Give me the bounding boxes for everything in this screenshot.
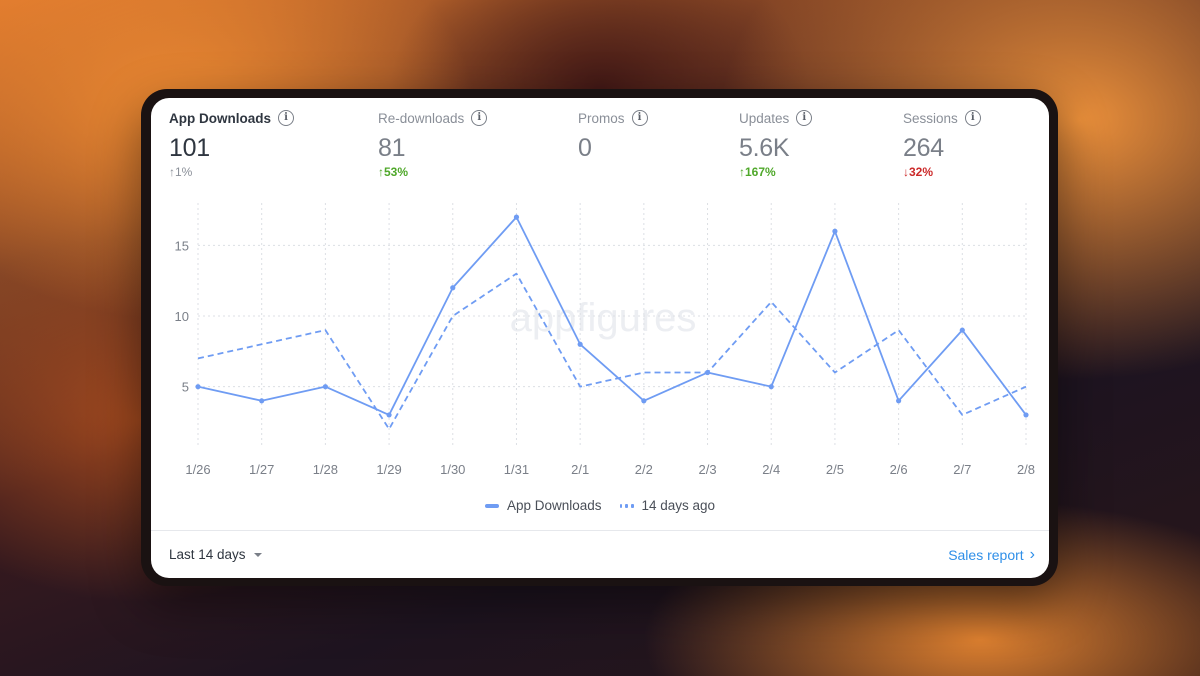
metric-change: ↑53% bbox=[378, 165, 409, 179]
chevron-right-icon: › bbox=[1029, 546, 1035, 563]
watermark-text: appfigures bbox=[510, 296, 697, 340]
metric-value: 0 bbox=[578, 134, 592, 162]
data-point bbox=[322, 384, 328, 390]
x-tick-label: 2/7 bbox=[953, 462, 971, 477]
metric-sessions[interactable]: Sessions i 264 ↓32% bbox=[903, 108, 981, 180]
date-range-label: Last 14 days bbox=[169, 547, 246, 562]
metric-app-downloads[interactable]: App Downloads i 101 ↑1% bbox=[169, 108, 294, 180]
x-tick-label: 2/2 bbox=[635, 462, 653, 477]
metric-promos[interactable]: Promos i 0 bbox=[578, 108, 648, 180]
metric-label: Re-downloads bbox=[378, 110, 465, 126]
data-point bbox=[832, 228, 838, 234]
sales-report-label: Sales report bbox=[948, 547, 1024, 563]
x-tick-label: 2/5 bbox=[826, 462, 844, 477]
chart-legend: App Downloads 14 days ago bbox=[151, 498, 1049, 513]
x-tick-label: 2/8 bbox=[1017, 462, 1035, 477]
x-tick-label: 2/4 bbox=[762, 462, 780, 477]
card-footer: Last 14 days Sales report › bbox=[151, 530, 1049, 578]
metric-label: Sessions bbox=[903, 110, 958, 126]
metric-label: Updates bbox=[739, 110, 790, 126]
downloads-card: App Downloads i 101 ↑1% Re-downloads i 8… bbox=[151, 98, 1049, 578]
legend-label: App Downloads bbox=[506, 498, 602, 513]
sales-report-link[interactable]: Sales report › bbox=[948, 546, 1035, 564]
data-point bbox=[386, 412, 392, 418]
y-tick-label: 10 bbox=[175, 309, 189, 324]
date-range-dropdown[interactable]: Last 14 days bbox=[169, 547, 262, 562]
x-tick-label: 2/6 bbox=[890, 462, 908, 477]
data-point bbox=[896, 398, 902, 404]
metric-value: 5.6K bbox=[739, 134, 790, 162]
x-tick-label: 1/26 bbox=[185, 462, 210, 477]
info-icon[interactable]: i bbox=[631, 110, 648, 126]
data-point bbox=[1023, 412, 1029, 418]
data-point bbox=[768, 384, 774, 390]
series-line-previous bbox=[197, 272, 1027, 430]
data-point bbox=[959, 327, 965, 333]
legend-item-previous[interactable]: 14 days ago bbox=[619, 498, 716, 513]
data-point bbox=[259, 398, 265, 404]
legend-item-current[interactable]: App Downloads bbox=[484, 498, 602, 513]
x-tick-label: 1/28 bbox=[313, 462, 338, 477]
data-point bbox=[450, 285, 456, 291]
y-tick-label: 5 bbox=[182, 380, 189, 395]
metric-value: 81 bbox=[378, 134, 406, 162]
info-icon[interactable]: i bbox=[471, 110, 488, 126]
info-icon[interactable]: i bbox=[964, 110, 981, 126]
x-tick-label: 1/31 bbox=[504, 462, 529, 477]
metrics-row: App Downloads i 101 ↑1% Re-downloads i 8… bbox=[151, 98, 1049, 188]
x-tick-label: 1/29 bbox=[376, 462, 401, 477]
x-tick-label: 1/30 bbox=[440, 462, 465, 477]
caret-down-icon bbox=[253, 552, 262, 557]
info-icon[interactable]: i bbox=[278, 110, 294, 126]
metric-change: ↓32% bbox=[903, 165, 934, 179]
metric-value: 264 bbox=[903, 134, 944, 162]
y-tick-label: 15 bbox=[175, 238, 189, 253]
metric-value: 101 bbox=[169, 134, 210, 162]
metric-updates[interactable]: Updates i 5.6K ↑167% bbox=[739, 108, 813, 180]
metric-change: ↑1% bbox=[169, 165, 193, 179]
series-line-current bbox=[197, 216, 1027, 416]
metric-change bbox=[578, 165, 648, 180]
info-icon[interactable]: i bbox=[796, 110, 813, 126]
x-tick-label: 1/27 bbox=[249, 462, 274, 477]
legend-label: 14 days ago bbox=[641, 498, 716, 513]
data-point bbox=[641, 398, 647, 404]
metric-change: ↑167% bbox=[739, 165, 776, 179]
data-point bbox=[513, 214, 520, 220]
metric-label: App Downloads bbox=[169, 110, 271, 126]
downloads-line-chart: appfigures 5 10 15 1/26 1/27 1/28 1/29 1/30 1/31 2… bbox=[175, 203, 1035, 477]
data-point bbox=[195, 384, 201, 390]
legend-solid-swatch bbox=[484, 503, 499, 508]
x-tick-label: 2/1 bbox=[571, 462, 589, 477]
metric-label: Promos bbox=[578, 110, 625, 126]
legend-dashed-swatch bbox=[619, 503, 634, 508]
metric-re-downloads[interactable]: Re-downloads i 81 ↑53% bbox=[378, 108, 488, 180]
data-point bbox=[577, 341, 583, 347]
x-tick-label: 2/3 bbox=[698, 462, 716, 477]
